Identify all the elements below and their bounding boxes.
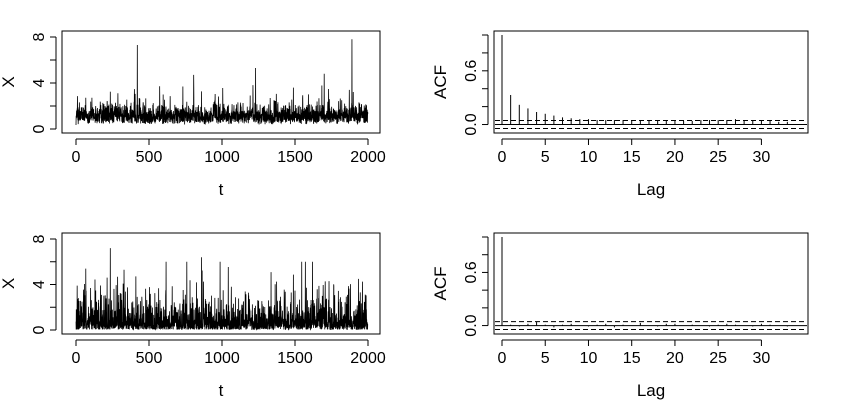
x-tick-label: 10 bbox=[580, 350, 598, 367]
x-axis-label: Lag bbox=[637, 180, 665, 199]
x-tick-label: 30 bbox=[753, 149, 771, 166]
x-tick-label: 1500 bbox=[277, 149, 313, 166]
y-tick-label: 0 bbox=[31, 124, 48, 133]
y-axis-label: X bbox=[0, 76, 18, 87]
x-tick-label: 20 bbox=[666, 350, 684, 367]
acf-plot-bottom: 0 5 10 15 20 25 30 0.0 0.6 Lag ACF bbox=[431, 232, 809, 400]
x-tick-label: 500 bbox=[136, 149, 163, 166]
y-axis-label: ACF bbox=[431, 267, 450, 301]
y-tick-label: 0.6 bbox=[463, 60, 480, 82]
y-tick-label: 8 bbox=[31, 32, 48, 41]
x-tick-label: 0 bbox=[498, 149, 507, 166]
x-tick-label: 15 bbox=[623, 149, 641, 166]
acf-plot-top: 0 5 10 15 20 25 30 0.0 0.6 Lag ACF bbox=[431, 30, 809, 199]
x-tick-label: 15 bbox=[623, 350, 641, 367]
plot-frame bbox=[493, 232, 809, 335]
x-tick-label: 2000 bbox=[350, 149, 386, 166]
x-tick-label: 0 bbox=[498, 350, 507, 367]
y-tick-label: 0.0 bbox=[463, 113, 480, 135]
x-tick-label: 25 bbox=[709, 149, 727, 166]
time-series-plot-top: 0 500 1000 1500 2000 0 4 8 t X bbox=[0, 30, 386, 199]
series-line bbox=[75, 248, 369, 331]
x-tick-label: 1000 bbox=[204, 350, 240, 367]
x-tick-label: 30 bbox=[753, 350, 771, 367]
x-tick-label: 1000 bbox=[204, 149, 240, 166]
y-tick-label: 8 bbox=[31, 234, 48, 243]
plot-frame bbox=[61, 30, 381, 134]
time-series-plot-bottom: 0 500 1000 1500 2000 0 4 8 t X bbox=[0, 232, 386, 400]
y-tick-label: 0.0 bbox=[463, 314, 480, 336]
x-tick-label: 5 bbox=[541, 350, 550, 367]
y-tick-label: 0.6 bbox=[463, 261, 480, 283]
y-tick-label: 4 bbox=[31, 280, 48, 289]
y-tick-label: 0 bbox=[31, 325, 48, 334]
x-tick-label: 0 bbox=[72, 350, 81, 367]
x-axis-label: t bbox=[219, 381, 224, 400]
y-axis-label: X bbox=[0, 278, 18, 289]
x-tick-label: 20 bbox=[666, 149, 684, 166]
series-line bbox=[75, 39, 369, 125]
plot-frame bbox=[493, 30, 809, 134]
x-axis-label: t bbox=[219, 180, 224, 199]
y-axis-label: ACF bbox=[431, 65, 450, 99]
x-tick-label: 2000 bbox=[350, 350, 386, 367]
x-tick-label: 1500 bbox=[277, 350, 313, 367]
x-tick-label: 500 bbox=[136, 350, 163, 367]
y-tick-label: 4 bbox=[31, 78, 48, 87]
x-axis-label: Lag bbox=[637, 381, 665, 400]
x-tick-label: 5 bbox=[541, 149, 550, 166]
x-tick-label: 10 bbox=[580, 149, 598, 166]
plot-frame bbox=[61, 232, 381, 335]
x-tick-label: 0 bbox=[72, 149, 81, 166]
x-tick-label: 25 bbox=[709, 350, 727, 367]
